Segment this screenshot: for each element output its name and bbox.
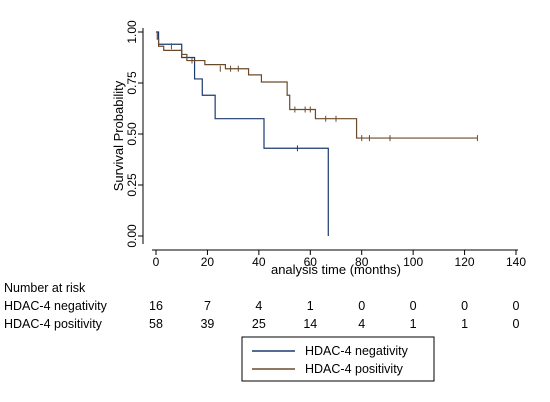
x-tick-label: 100	[403, 255, 423, 269]
risk-value: 0	[513, 317, 520, 331]
risk-value: 1	[461, 317, 468, 331]
risk-value: 7	[204, 299, 211, 313]
risk-value: 58	[149, 317, 163, 331]
km-curve-1	[156, 31, 329, 236]
risk-row-label: HDAC-4 positivity	[4, 317, 103, 331]
x-tick-label: 140	[506, 255, 526, 269]
risk-value: 4	[358, 317, 365, 331]
risk-table-title: Number at risk	[4, 281, 86, 295]
x-axis-title: analysis time (months)	[271, 262, 401, 277]
risk-value: 0	[410, 299, 417, 313]
legend-box	[241, 336, 435, 382]
x-tick-label: 120	[455, 255, 475, 269]
risk-value: 0	[513, 299, 520, 313]
legend: HDAC-4 negativity HDAC-4 positivity	[241, 336, 435, 382]
risk-row-label: HDAC-4 negativity	[4, 299, 108, 313]
y-tick-label: 0.50	[125, 122, 139, 146]
y-tick-label: 0.75	[125, 71, 139, 95]
risk-value: 1	[307, 299, 314, 313]
legend-items: HDAC-4 negativity HDAC-4 positivity	[252, 344, 409, 376]
risk-value: 14	[303, 317, 317, 331]
legend-label: HDAC-4 positivity	[305, 362, 404, 376]
risk-value: 0	[461, 299, 468, 313]
x-tick-label: 20	[201, 255, 215, 269]
x-tick-label: 80	[355, 255, 369, 269]
x-tick-label: 60	[304, 255, 318, 269]
risk-value: 4	[255, 299, 262, 313]
risk-value: 16	[149, 299, 163, 313]
risk-table-rows: HDAC-4 negativity 16 7 4 1 0 0 0 0 HDAC-4 positiv…	[4, 299, 520, 331]
y-tick-label: 0.00	[125, 224, 139, 248]
x-tick-label: 0	[153, 255, 160, 269]
y-tick-label: 1.00	[125, 20, 139, 44]
risk-value: 1	[410, 317, 417, 331]
survival-curves	[156, 31, 478, 236]
risk-value: 0	[358, 299, 365, 313]
legend-label: HDAC-4 negativity	[305, 344, 409, 358]
plot-area: 0.00 0.25 0.50 0.75 1.00 0 20 40 60 80 100 120 140	[125, 20, 526, 269]
y-axis-title: Survival Probability	[111, 80, 126, 191]
risk-table: Number at risk HDAC-4 negativity 16 7 4 1 0 0 0…	[4, 281, 520, 331]
risk-value: 25	[252, 317, 266, 331]
x-tick-label: 40	[252, 255, 266, 269]
km-curve-2	[156, 31, 478, 139]
y-ticks: 0.00 0.25 0.50 0.75 1.00	[125, 20, 143, 248]
risk-value: 39	[200, 317, 214, 331]
x-ticks: 0 20 40 60 80 100 120 140	[153, 250, 526, 269]
y-tick-label: 0.25	[125, 173, 139, 197]
